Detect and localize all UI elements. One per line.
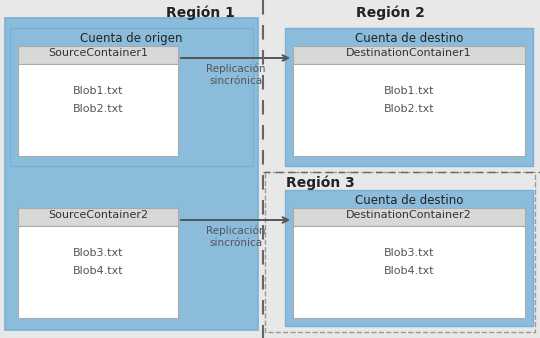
Text: Región 1: Región 1	[166, 5, 234, 20]
Text: SourceContainer1: SourceContainer1	[48, 48, 148, 58]
Text: Región 3: Región 3	[286, 176, 354, 191]
Bar	[18, 226, 178, 318]
Bar	[18, 64, 178, 156]
Bar	[293, 208, 525, 226]
Bar	[10, 28, 253, 166]
Text: Blob3.txt: Blob3.txt	[384, 248, 434, 258]
Text: Blob3.txt: Blob3.txt	[73, 248, 123, 258]
Text: Cuenta de origen: Cuenta de origen	[80, 32, 183, 45]
Bar	[18, 208, 178, 226]
Text: Replicación
sincrónica: Replicación sincrónica	[206, 226, 265, 248]
Bar	[293, 46, 525, 64]
Bar	[18, 46, 178, 64]
Text: Blob2.txt: Blob2.txt	[384, 104, 434, 114]
Text: Blob2.txt: Blob2.txt	[73, 104, 123, 114]
Bar	[285, 190, 533, 326]
Text: Blob4.txt: Blob4.txt	[384, 266, 434, 276]
Bar	[265, 172, 535, 332]
Text: Replicación
sincrónica: Replicación sincrónica	[206, 64, 265, 86]
Bar	[293, 226, 525, 318]
Text: Blob1.txt: Blob1.txt	[384, 86, 434, 96]
Text: Cuenta de destino: Cuenta de destino	[355, 194, 463, 207]
Bar	[293, 64, 525, 156]
Text: SourceContainer2: SourceContainer2	[48, 210, 148, 220]
Text: DestinationContainer2: DestinationContainer2	[346, 210, 472, 220]
Text: Cuenta de destino: Cuenta de destino	[355, 32, 463, 45]
Text: Blob1.txt: Blob1.txt	[73, 86, 123, 96]
Text: DestinationContainer1: DestinationContainer1	[346, 48, 472, 58]
Bar	[285, 28, 533, 166]
Text: Región 2: Región 2	[355, 5, 424, 20]
Bar	[5, 18, 258, 330]
Text: Blob4.txt: Blob4.txt	[73, 266, 123, 276]
